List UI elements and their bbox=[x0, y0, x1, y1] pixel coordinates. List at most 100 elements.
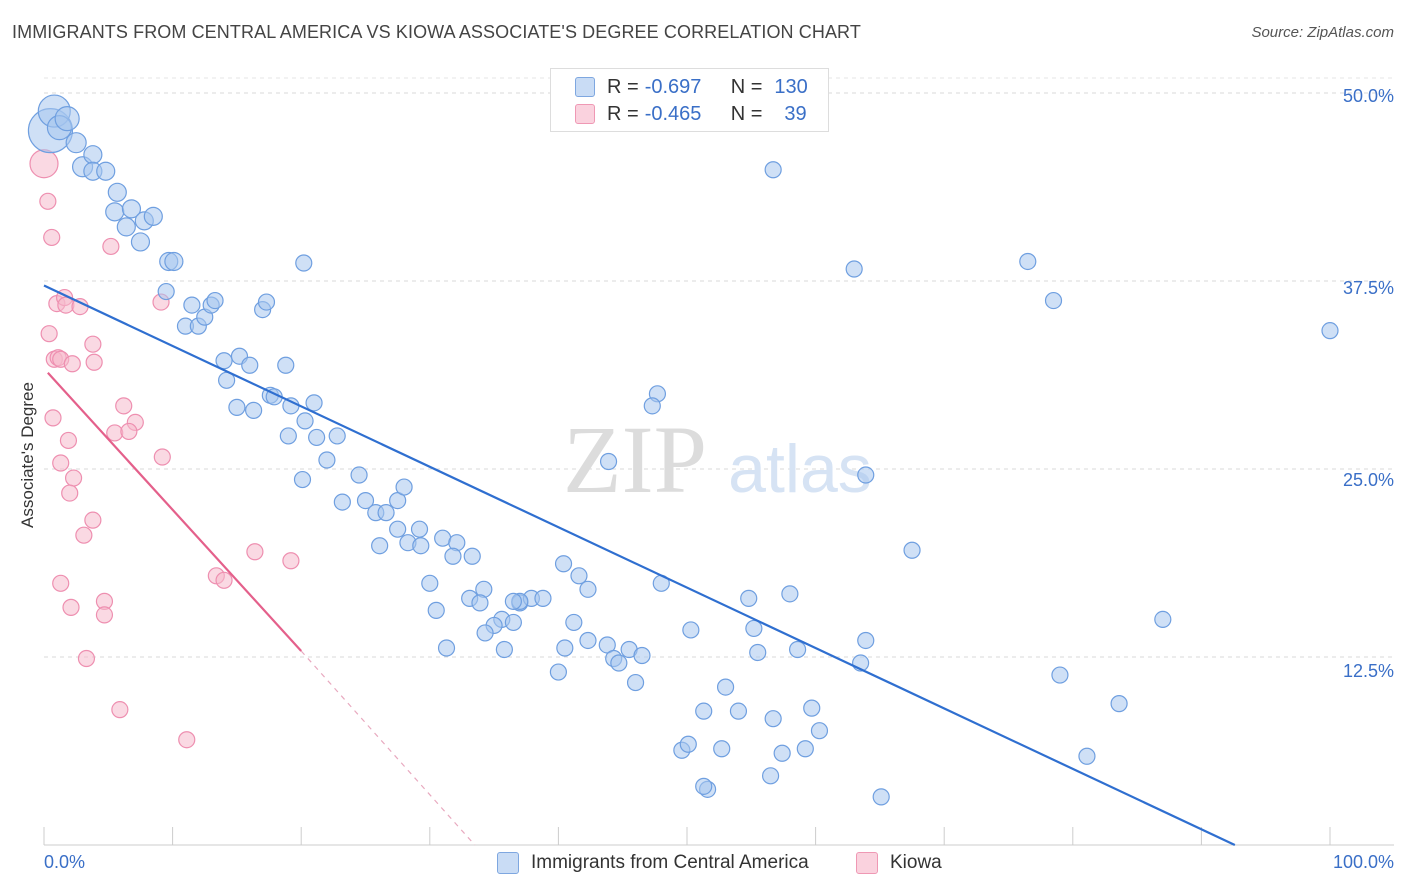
y-tick-label-12-5: 12.5% bbox=[1342, 661, 1394, 681]
central-america-point bbox=[857, 466, 875, 484]
central-america-point bbox=[1321, 322, 1339, 340]
central-america-point bbox=[105, 202, 125, 222]
watermark-zip: ZIP bbox=[563, 406, 707, 513]
central-america-point bbox=[773, 744, 791, 762]
central-america-point bbox=[764, 710, 782, 728]
central-america-point bbox=[745, 619, 763, 638]
central-america-point bbox=[1019, 252, 1037, 271]
kiowa-point bbox=[215, 571, 233, 589]
central-america-point bbox=[282, 397, 300, 415]
central-america-point bbox=[206, 291, 224, 310]
central-america-point bbox=[729, 702, 748, 720]
central-america-point bbox=[1051, 666, 1069, 684]
kiowa-point bbox=[63, 355, 81, 373]
kiowa-point bbox=[120, 422, 138, 441]
series-legend-swatch-blue bbox=[497, 852, 519, 874]
central-america-point bbox=[796, 740, 814, 758]
kiowa-point bbox=[43, 228, 61, 247]
legend-r-value: -0.697 bbox=[644, 75, 702, 98]
kiowa-point bbox=[178, 731, 196, 749]
kiowa-point bbox=[282, 552, 300, 570]
central-america-point bbox=[463, 547, 481, 565]
central-america-point bbox=[350, 466, 368, 484]
central-america-point bbox=[476, 624, 494, 642]
central-america-point bbox=[295, 254, 313, 272]
central-america-point bbox=[570, 567, 588, 585]
series-legend-item-kiowa: Kiowa bbox=[856, 852, 942, 874]
central-america-point bbox=[277, 356, 295, 374]
source-label: Source: ZipAtlas.com bbox=[1251, 24, 1394, 41]
central-america-point bbox=[356, 492, 375, 510]
x-tick-label-100: 100.0% bbox=[1332, 852, 1394, 872]
central-america-point bbox=[749, 643, 767, 662]
central-america-point bbox=[183, 296, 201, 314]
central-america-point bbox=[121, 199, 142, 219]
central-america-point bbox=[421, 574, 439, 592]
central-america-point bbox=[1044, 291, 1063, 310]
central-america-trend-line bbox=[43, 284, 1236, 846]
kiowa-point bbox=[62, 598, 80, 616]
central-america-point bbox=[296, 412, 314, 430]
central-america-point bbox=[410, 520, 429, 538]
central-america-point bbox=[633, 646, 651, 665]
y-tick-label-50: 50.0% bbox=[1342, 86, 1394, 106]
central-america-point bbox=[549, 663, 568, 681]
kiowa-point bbox=[39, 192, 57, 210]
central-america-point bbox=[903, 541, 921, 559]
kiowa-point bbox=[64, 469, 83, 487]
central-america-point bbox=[803, 699, 821, 717]
kiowa-point bbox=[44, 409, 62, 427]
central-america-point bbox=[371, 537, 389, 555]
central-america-point bbox=[83, 145, 103, 165]
central-america-point bbox=[1154, 610, 1172, 629]
central-america-point bbox=[116, 217, 136, 237]
central-america-point bbox=[579, 631, 597, 650]
series-legend-swatch-pink bbox=[856, 852, 878, 874]
kiowa-point bbox=[84, 335, 102, 353]
central-america-point bbox=[444, 547, 462, 565]
central-america-point bbox=[872, 788, 890, 806]
central-america-point bbox=[599, 452, 618, 471]
legend-r-label: R = bbox=[607, 75, 639, 98]
legend-n-value: 39 bbox=[784, 102, 807, 125]
central-america-point bbox=[293, 470, 312, 489]
central-america-point bbox=[130, 232, 151, 252]
central-america-point bbox=[96, 161, 116, 181]
central-america-point bbox=[534, 589, 552, 607]
chart-title: IMMIGRANTS FROM CENTRAL AMERICA VS KIOWA… bbox=[12, 22, 861, 42]
central-america-point bbox=[245, 401, 263, 419]
series-legend: Immigrants from Central America Kiowa bbox=[0, 852, 1406, 878]
central-america-point bbox=[554, 555, 573, 573]
central-america-point bbox=[788, 640, 807, 659]
central-america-point bbox=[412, 537, 430, 555]
central-america-point bbox=[54, 106, 80, 132]
central-america-point bbox=[333, 493, 351, 511]
kiowa-point bbox=[61, 484, 79, 502]
kiowa-point bbox=[59, 431, 78, 450]
central-america-point bbox=[279, 427, 297, 445]
central-america-point bbox=[1110, 695, 1128, 713]
central-america-point bbox=[610, 654, 628, 672]
central-america-point bbox=[695, 702, 713, 720]
series-legend-label: Immigrants from Central America bbox=[531, 852, 809, 873]
central-america-point bbox=[215, 352, 233, 370]
legend-n-label: N = bbox=[730, 75, 763, 98]
series-legend-item-central-america: Immigrants from Central America bbox=[497, 852, 809, 874]
kiowa-point bbox=[52, 454, 70, 472]
central-america-point bbox=[626, 673, 645, 692]
legend-swatch-blue bbox=[575, 77, 595, 97]
legend-n-value: 130 bbox=[774, 75, 808, 98]
y-axis-title: Associate's Degree bbox=[18, 382, 37, 528]
central-america-point bbox=[437, 639, 456, 657]
legend-n-label: N = bbox=[730, 102, 763, 125]
kiowa-point bbox=[102, 237, 120, 256]
kiowa-point bbox=[84, 511, 102, 529]
kiowa-point bbox=[75, 526, 93, 544]
central-america-point bbox=[682, 621, 700, 639]
central-america-point bbox=[695, 777, 713, 795]
central-america-point bbox=[679, 735, 697, 753]
central-america-point bbox=[305, 394, 323, 412]
legend-r-value: -0.465 bbox=[644, 102, 702, 125]
central-america-point bbox=[434, 529, 452, 547]
